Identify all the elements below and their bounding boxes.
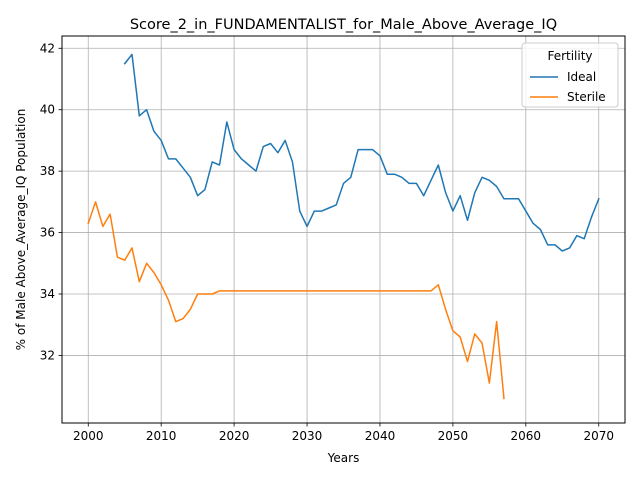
- x-tick-label: 2020: [219, 429, 250, 443]
- y-axis-label: % of Male Above_Average_IQ Population: [14, 109, 28, 351]
- x-tick-label: 2060: [511, 429, 542, 443]
- chart-title: Score_2_in_FUNDAMENTALIST_for_Male_Above…: [130, 17, 557, 33]
- x-tick-label: 2030: [292, 429, 323, 443]
- y-tick-label: 32: [40, 348, 55, 362]
- x-axis-label: Years: [327, 451, 360, 465]
- x-tick-label: 2000: [73, 429, 104, 443]
- axes: 2000 2010 2020 2030 2040 2050 2060 2070 32 34 36 38…: [40, 41, 614, 443]
- legend-label-sterile: Sterile: [567, 90, 606, 104]
- x-tick-label: 2010: [146, 429, 177, 443]
- y-tick-label: 38: [40, 164, 55, 178]
- series-line-sterile: [87, 201, 505, 400]
- x-tick-label: 2070: [583, 429, 614, 443]
- x-tick-label: 2040: [365, 429, 396, 443]
- legend: Fertility Ideal Sterile: [521, 42, 619, 108]
- plot-frame: [61, 35, 626, 424]
- series-lines: [87, 53, 600, 400]
- y-tick-label: 36: [40, 226, 55, 240]
- y-tick-label: 40: [40, 103, 55, 117]
- x-tick-label: 2050: [438, 429, 469, 443]
- y-tick-label: 34: [40, 287, 55, 301]
- series-line-ideal: [123, 53, 600, 252]
- legend-label-ideal: Ideal: [567, 70, 596, 84]
- legend-title: Fertility: [547, 49, 592, 63]
- y-tick-label: 42: [40, 41, 55, 55]
- legend-box: [521, 42, 619, 108]
